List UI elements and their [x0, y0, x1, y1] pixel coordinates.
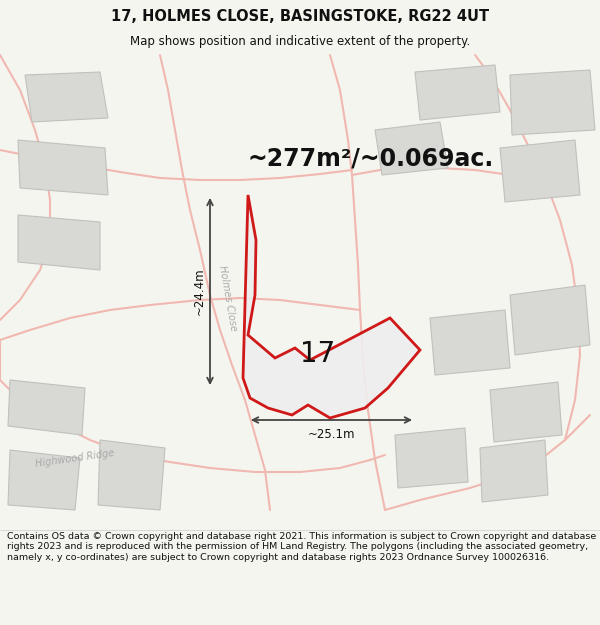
Polygon shape	[18, 215, 100, 270]
Text: Highwood Ridge: Highwood Ridge	[35, 448, 115, 469]
Polygon shape	[25, 72, 108, 122]
Polygon shape	[430, 310, 510, 375]
Polygon shape	[510, 70, 595, 135]
Polygon shape	[243, 195, 420, 418]
Polygon shape	[480, 440, 548, 502]
Polygon shape	[98, 440, 165, 510]
Text: ~277m²/~0.069ac.: ~277m²/~0.069ac.	[248, 146, 494, 170]
Polygon shape	[415, 65, 500, 120]
Text: ~25.1m: ~25.1m	[308, 428, 355, 441]
Text: Contains OS data © Crown copyright and database right 2021. This information is : Contains OS data © Crown copyright and d…	[7, 532, 596, 562]
Text: 17, HOLMES CLOSE, BASINGSTOKE, RG22 4UT: 17, HOLMES CLOSE, BASINGSTOKE, RG22 4UT	[111, 9, 489, 24]
Polygon shape	[500, 140, 580, 202]
Text: 17: 17	[300, 340, 335, 368]
Polygon shape	[510, 285, 590, 355]
Polygon shape	[18, 140, 108, 195]
Text: Holmes Close: Holmes Close	[217, 264, 239, 332]
Polygon shape	[8, 450, 80, 510]
Polygon shape	[395, 428, 468, 488]
Text: Map shows position and indicative extent of the property.: Map shows position and indicative extent…	[130, 35, 470, 48]
Polygon shape	[490, 382, 562, 442]
Polygon shape	[375, 122, 448, 175]
Text: ~24.4m: ~24.4m	[193, 268, 206, 315]
Polygon shape	[8, 380, 85, 435]
